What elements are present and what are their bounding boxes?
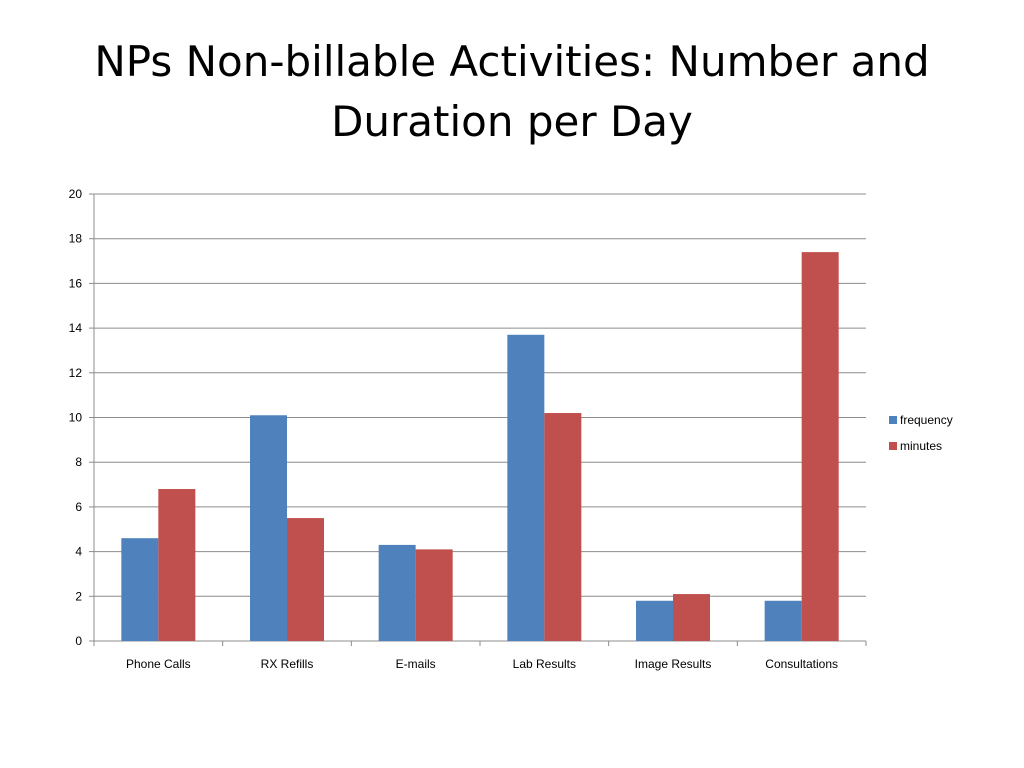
bar-frequency <box>636 600 673 641</box>
bar-minutes <box>544 413 582 641</box>
legend-swatch-frequency <box>889 416 897 424</box>
y-tick-label: 20 <box>69 187 83 201</box>
bar-frequency <box>507 334 545 641</box>
bar-frequency <box>250 415 287 641</box>
y-tick-label: 16 <box>69 276 83 290</box>
y-tick-label: 0 <box>75 634 82 648</box>
y-tick-label: 12 <box>69 366 83 380</box>
y-tick-label: 18 <box>69 232 83 246</box>
bar-frequency <box>764 600 802 641</box>
y-tick-label: 2 <box>75 589 82 603</box>
x-tick-label: Image Results <box>635 657 712 671</box>
legend-label-minutes: minutes <box>900 439 942 453</box>
y-tick-label: 4 <box>75 545 82 559</box>
bar-frequency <box>121 538 159 641</box>
y-tick-label: 8 <box>75 455 82 469</box>
bar-minutes <box>158 489 196 641</box>
y-tick-label: 14 <box>69 321 83 335</box>
y-tick-label: 6 <box>75 500 82 514</box>
bar-minutes <box>673 594 710 641</box>
bar-minutes <box>415 549 453 641</box>
bar-minutes <box>801 252 839 642</box>
x-tick-label: Lab Results <box>513 657 576 671</box>
x-tick-label: RX Refills <box>261 657 314 671</box>
y-tick-label: 10 <box>69 411 83 425</box>
bar-minutes <box>287 518 324 641</box>
legend-swatch-minutes <box>889 442 897 450</box>
x-tick-label: E-mails <box>396 657 436 671</box>
x-tick-label: Phone Calls <box>126 657 191 671</box>
x-tick-label: Consultations <box>765 657 838 671</box>
bar-frequency <box>378 544 416 641</box>
legend-label-frequency: frequency <box>900 413 953 427</box>
slide-title: NPs Non-billable Activities: Number and … <box>94 37 930 146</box>
